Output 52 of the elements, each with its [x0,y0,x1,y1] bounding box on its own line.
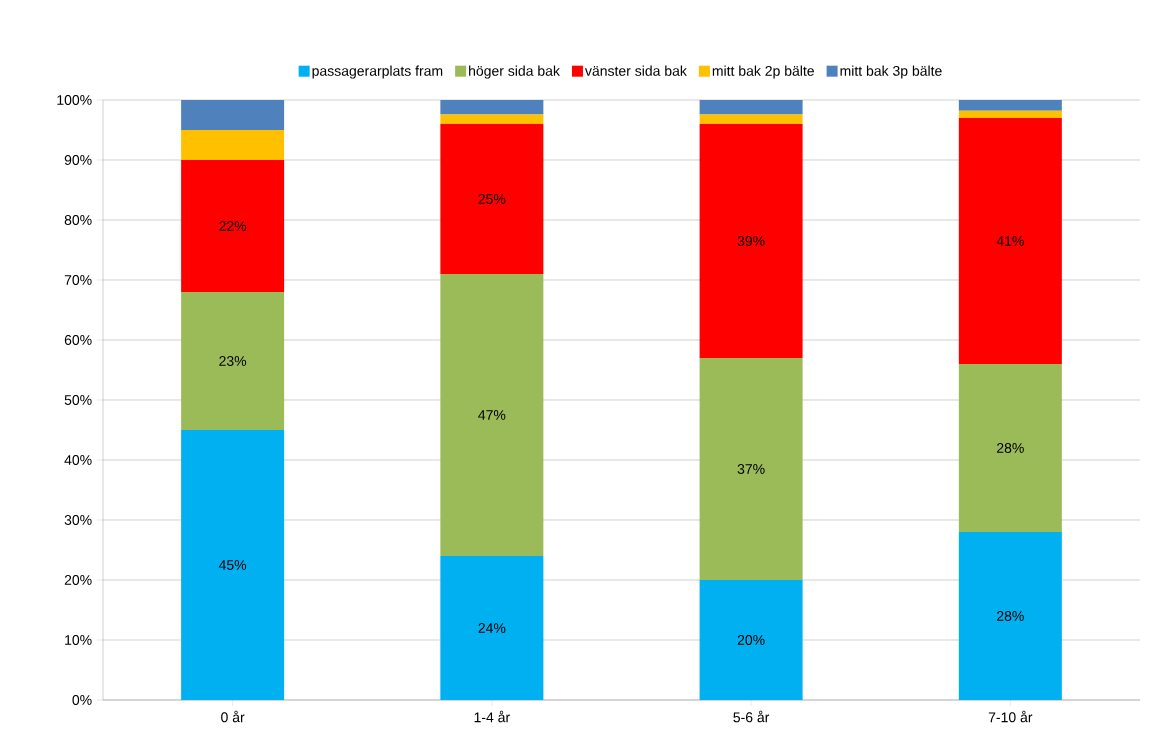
bar [181,292,285,430]
data-label: 45% [218,560,247,570]
bar [181,129,285,160]
bar [958,117,1062,364]
legend-label: mitt bak 3p bälte [840,65,942,79]
bar [440,99,544,115]
y-tick-label: 20% [64,575,92,585]
legend-label: mitt bak 2p bälte [712,65,814,79]
y-tick-label: 90% [64,155,92,165]
bar [181,99,285,130]
bar [440,556,544,700]
data-label: 39% [737,236,765,246]
data-label: 22% [219,221,247,231]
bar [958,364,1062,532]
y-tick-label: 60% [64,335,92,345]
legend-label: vänster sida bak [585,65,687,76]
y-tick-label: 50% [64,395,92,405]
bar [699,123,803,358]
bar [699,580,803,700]
bar [699,358,803,580]
bar [181,430,285,700]
legend-label: höger sida bak [469,65,560,79]
y-tick-label: 30% [64,515,92,525]
y-tick-label: 0% [72,695,92,705]
data-label: 25% [478,194,506,204]
y-tick-label: 70% [64,275,92,285]
data-label: 47% [478,410,506,420]
x-tick-label: 7-10 år [988,710,1033,723]
data-label: 41% [996,236,1024,246]
y-tick-label: 100% [57,95,92,105]
y-tick-label: 40% [64,455,92,465]
data-label: 28% [997,443,1024,453]
x-tick-label: 1-4 år [474,710,510,723]
bar [958,532,1062,700]
y-tick-label: 80% [64,215,92,225]
bar [699,99,803,115]
y-tick-label: 10% [65,635,92,645]
bar [181,159,285,292]
data-label: 37% [737,464,765,474]
bar [440,123,544,274]
data-label: 28% [997,611,1024,621]
bar [440,114,544,124]
x-tick-label: 0 år [221,710,245,723]
legend-label: passagerarplats fram [312,65,443,79]
data-label: 23% [219,356,247,366]
bar [958,99,1062,111]
bar [958,110,1062,118]
bar [699,114,803,124]
x-tick-label: 5-6 år [733,710,770,723]
bar [440,273,544,556]
data-label: 20% [737,635,765,645]
data-label: 24% [478,623,506,633]
